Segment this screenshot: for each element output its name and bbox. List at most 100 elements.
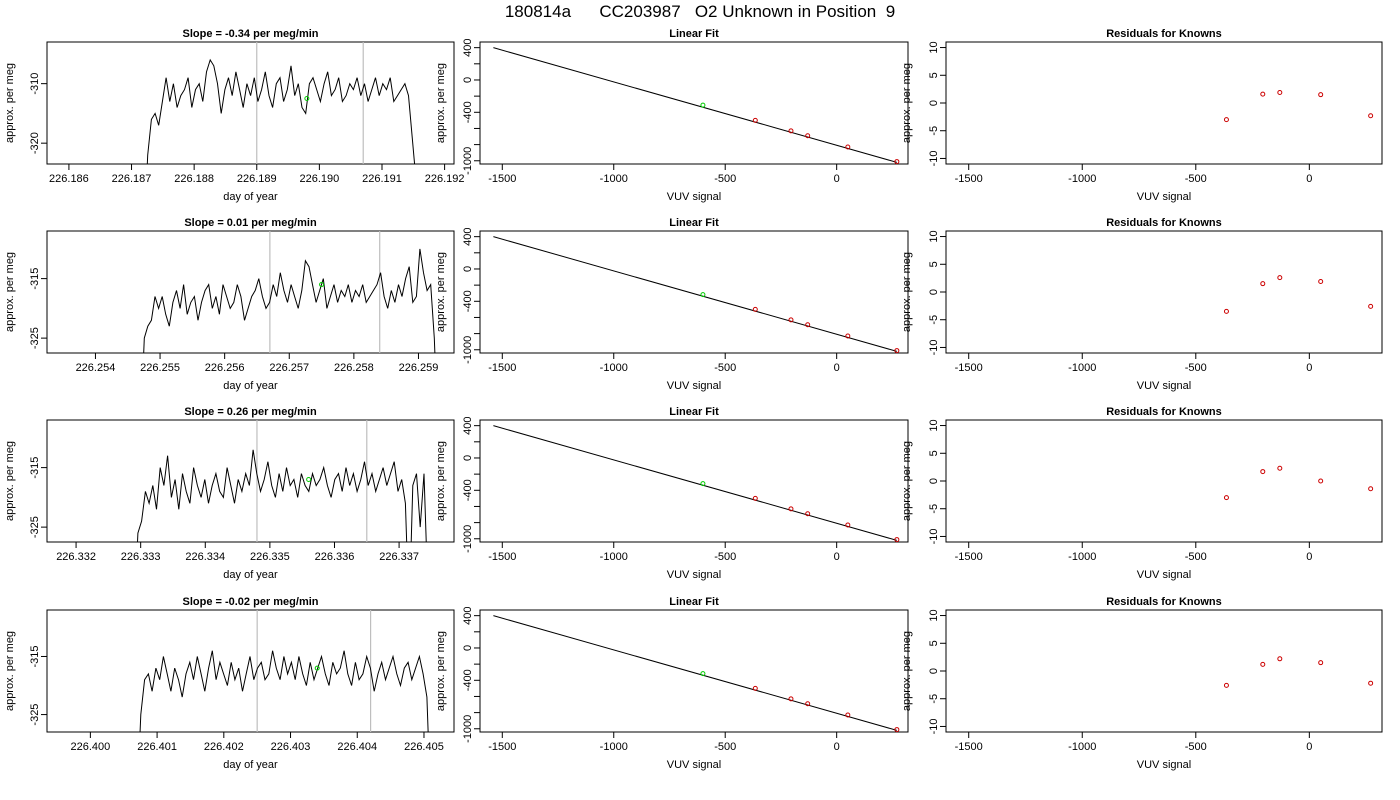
p5-x-tick-label: -1000 [600,362,628,374]
p2-y-tick-label: -1000 [462,147,474,175]
p1-y-tick-label: -320 [29,132,41,154]
p2-known-point [805,133,811,139]
p8-x-tick-label: -1000 [600,551,628,563]
p7-mean-marker [306,477,312,483]
p10-x-tick-label: 226.400 [70,741,110,753]
p12-x-tick-label: -1500 [955,741,983,753]
p6-y-tick-label: 10 [928,230,940,242]
p2-plot-frame [479,41,909,165]
p3-residual-point [1277,89,1283,95]
p9-residual-point [1318,478,1324,484]
p4-chart-title: Slope = 0.01 per meg/min [184,217,317,229]
p11-y-tick-label: 0 [462,645,474,651]
p5-y-tick-label: -1000 [462,336,474,364]
p2-known-point [752,117,758,123]
p10-y-tick-label: -325 [29,704,41,726]
p9-y-tick-label: 5 [928,450,940,456]
p2-known-point [894,159,900,165]
p11-x-tick-label: -1500 [488,741,516,753]
p6-chart-title: Residuals for Knowns [1106,217,1222,229]
p10-mean-marker [314,665,320,671]
p5-unknown-point [700,292,706,298]
p11-known-point [845,712,851,718]
p12-chart-title: Residuals for Knowns [1106,596,1222,608]
p5-x-tick-label: -1500 [488,362,516,374]
p3-y-tick-label: 10 [928,41,940,53]
p7-y-tick-label: -315 [29,457,41,479]
p9-residual-point [1277,465,1283,471]
p3-y-tick-label: -5 [928,126,940,136]
p2-x-tick-label: -1000 [600,173,628,185]
p9-plot-frame [945,419,1383,543]
p12-y-tick-label: -5 [928,694,940,704]
p8-x-axis-label: VUV signal [667,569,721,581]
p10-x-tick-label: 226.401 [137,741,177,753]
p2-x-axis-label: VUV signal [667,191,721,203]
p3-residual-point [1223,117,1229,123]
p11-x-tick-label: 0 [834,741,840,753]
p4-x-tick-label: 226.259 [399,362,439,374]
p7-x-tick-label: 226.332 [56,551,96,563]
p9-y-tick-label: -5 [928,504,940,514]
p12-y-axis-label: approx. per meg [901,631,913,711]
p5-y-axis-label: approx. per meg [435,252,447,332]
p5-y-tick-label: 0 [462,266,474,272]
p8-known-point [788,506,794,512]
p11-fit-line [493,615,897,731]
p3-residual-point [1318,92,1324,98]
p7-x-tick-label: 226.335 [250,551,290,563]
p8-x-tick-label: -500 [714,551,736,563]
p4-x-tick-label: 226.254 [76,362,116,374]
p1-plot-frame [46,41,455,165]
p10-x-axis-label: day of year [223,759,278,771]
p1-x-tick-label: 226.187 [112,173,152,185]
p11-known-point [894,727,900,733]
p12-plot-frame [945,609,1383,733]
p3-y-tick-label: -10 [928,151,940,167]
p5-x-axis-label: VUV signal [667,380,721,392]
p3-x-tick-label: -1000 [1068,173,1096,185]
p11-y-tick-label: 400 [462,606,474,624]
p3-residual-point [1260,91,1266,97]
p7-x-tick-label: 226.333 [121,551,161,563]
p7-x-tick-label: 226.334 [185,551,225,563]
p6-y-tick-label: 5 [928,261,940,267]
p6-x-tick-label: -500 [1185,362,1207,374]
p11-x-axis-label: VUV signal [667,759,721,771]
p3-chart-title: Residuals for Knowns [1106,28,1222,40]
p4-y-axis-label: approx. per meg [4,252,16,332]
p4-series-trace [143,248,436,353]
p6-x-tick-label: -1000 [1068,362,1096,374]
p4-x-tick-label: 226.258 [334,362,374,374]
p12-residual-point [1318,660,1324,666]
p10-x-tick-label: 226.405 [404,741,444,753]
p12-y-tick-label: 10 [928,609,940,621]
p4-y-tick-label: -315 [29,268,41,290]
p6-y-tick-label: -10 [928,340,940,356]
p12-x-tick-label: -500 [1185,741,1207,753]
p8-plot-frame [479,419,909,543]
p6-y-axis-label: approx. per meg [901,252,913,332]
p8-unknown-point [700,481,706,487]
p9-residual-point [1260,469,1266,475]
p8-y-tick-label: -1000 [462,525,474,553]
p2-known-point [788,128,794,134]
p1-y-tick-label: -310 [29,73,41,95]
p11-unknown-point [700,671,706,677]
p10-chart-title: Slope = -0.02 per meg/min [182,596,318,608]
p12-y-tick-label: 5 [928,640,940,646]
p12-y-tick-label: -10 [928,719,940,735]
p1-series-trace [146,58,416,164]
p2-y-tick-label: 400 [462,38,474,56]
p1-x-tick-label: 226.186 [49,173,89,185]
p6-residual-point [1368,303,1374,309]
p4-x-tick-label: 226.255 [140,362,180,374]
p9-y-axis-label: approx. per meg [901,441,913,521]
p4-x-tick-label: 226.256 [205,362,245,374]
p5-chart-title: Linear Fit [669,217,719,229]
p7-plot-frame [46,419,455,543]
p8-y-tick-label: -400 [462,479,474,501]
p8-known-point [752,495,758,501]
p4-y-tick-label: -325 [29,327,41,349]
